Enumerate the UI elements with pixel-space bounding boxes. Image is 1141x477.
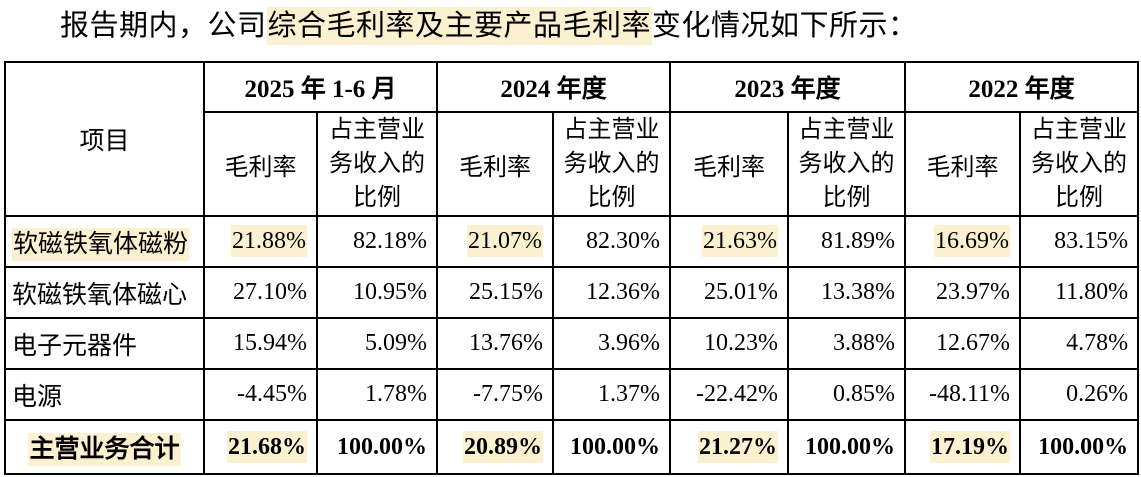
subheader-margin-2025: 毛利率 xyxy=(203,111,318,217)
subheader-margin-2023: 毛利率 xyxy=(669,111,790,217)
margin-value: 27.10% xyxy=(203,266,318,319)
share-value: 11.80% xyxy=(1019,266,1140,319)
highlighted-value: 21.68% xyxy=(227,430,307,463)
share-value: 83.15% xyxy=(1019,215,1140,268)
table-row-ferrite-core: 软磁铁氧体磁心 27.10% 10.95% 25.15% 12.36% 25.0… xyxy=(4,266,1140,319)
share-value: 0.85% xyxy=(787,368,907,421)
highlighted-value: 21.63% xyxy=(702,225,779,257)
subheader-margin-2024: 毛利率 xyxy=(436,111,555,217)
margin-value: 16.69% xyxy=(904,215,1022,268)
share-value: 81.89% xyxy=(787,215,907,268)
row-label: 软磁铁氧体磁心 xyxy=(4,266,205,319)
title-prefix: 报告期内，公司 xyxy=(60,10,267,42)
share-value: 100.00% xyxy=(315,419,439,475)
subheader-share-2023: 占主营业务收入的比例 xyxy=(787,111,907,217)
margin-value: 12.67% xyxy=(904,317,1022,370)
period-header-2025: 2025 年 1-6 月 xyxy=(202,61,439,113)
share-value: 3.96% xyxy=(552,317,672,370)
margin-value: 20.89% xyxy=(436,419,555,475)
gross-margin-table: 项目 2025 年 1-6 月 2024 年度 2023 年度 2022 年度 … xyxy=(4,61,1140,475)
subheader-share-text: 占主营业务收入的比例 xyxy=(329,117,425,211)
margin-value: 21.88% xyxy=(203,215,318,268)
subheader-share-2022: 占主营业务收入的比例 xyxy=(1019,111,1140,217)
margin-value: 21.07% xyxy=(436,215,555,268)
row-label-highlight: 主营业务合计 xyxy=(28,433,181,466)
margin-value: 13.76% xyxy=(436,317,555,370)
table-row-total: 主营业务合计 21.68% 100.00% 20.89% 100.00% 21.… xyxy=(4,419,1140,475)
period-header-2023: 2023 年度 xyxy=(669,61,907,113)
share-value: 82.18% xyxy=(315,215,439,268)
row-label: 主营业务合计 xyxy=(4,419,205,475)
period-header-2024: 2024 年度 xyxy=(436,61,672,113)
margin-value: 10.23% xyxy=(669,317,790,370)
margin-value: 23.97% xyxy=(904,266,1022,319)
subheader-share-text: 占主营业务收入的比例 xyxy=(798,117,895,211)
share-value: 1.78% xyxy=(315,368,439,421)
share-value: 100.00% xyxy=(787,419,907,475)
highlighted-value: 20.89% xyxy=(463,430,544,463)
header-row-periods: 项目 2025 年 1-6 月 2024 年度 2023 年度 2022 年度 xyxy=(4,61,1140,217)
margin-value: 21.68% xyxy=(203,419,318,475)
subheader-share-text: 占主营业务收入的比例 xyxy=(563,117,660,211)
share-value: 82.30% xyxy=(552,215,672,268)
margin-value: -7.75% xyxy=(436,368,555,421)
subheader-margin-2022: 毛利率 xyxy=(904,111,1022,217)
highlighted-value: 21.07% xyxy=(467,225,544,257)
row-label: 软磁铁氧体磁粉 xyxy=(4,215,205,268)
share-value: 10.95% xyxy=(315,266,439,319)
margin-value: -22.42% xyxy=(669,368,790,421)
share-value: 4.78% xyxy=(1019,317,1140,370)
title-suffix: 变化情况如下所示： xyxy=(652,10,918,42)
margin-value: -48.11% xyxy=(904,368,1022,421)
table-row-electronic-components: 电子元器件 15.94% 5.09% 13.76% 3.96% 10.23% 3… xyxy=(4,317,1140,370)
row-label: 电子元器件 xyxy=(4,317,205,370)
row-label-highlight: 软磁铁氧体磁粉 xyxy=(12,227,190,261)
highlighted-value: 21.88% xyxy=(231,225,307,257)
table-row-ferrite-powder: 软磁铁氧体磁粉 21.88% 82.18% 21.07% 82.30% 21.6… xyxy=(4,215,1140,268)
share-value: 0.26% xyxy=(1019,368,1140,421)
share-value: 1.37% xyxy=(552,368,672,421)
row-label: 电源 xyxy=(4,368,205,421)
margin-value: 25.15% xyxy=(436,266,555,319)
highlighted-value: 21.27% xyxy=(698,430,779,463)
item-column-header: 项目 xyxy=(4,61,205,217)
table-row-power-supply: 电源 -4.45% 1.78% -7.75% 1.37% -22.42% 0.8… xyxy=(4,368,1140,421)
margin-value: 21.27% xyxy=(669,419,790,475)
margin-value: 17.19% xyxy=(904,419,1022,475)
share-value: 3.88% xyxy=(787,317,907,370)
margin-value: 15.94% xyxy=(203,317,318,370)
share-value: 13.38% xyxy=(787,266,907,319)
period-header-2022: 2022 年度 xyxy=(904,61,1140,113)
share-value: 5.09% xyxy=(315,317,439,370)
subheader-share-text: 占主营业务收入的比例 xyxy=(1031,117,1128,211)
margin-value: -4.45% xyxy=(203,368,318,421)
subheader-share-2024: 占主营业务收入的比例 xyxy=(552,111,672,217)
margin-value: 25.01% xyxy=(669,266,790,319)
title-highlighted-phrase: 综合毛利率及主要产品毛利率 xyxy=(266,7,653,45)
share-value: 12.36% xyxy=(552,266,672,319)
highlighted-value: 17.19% xyxy=(930,430,1011,463)
section-title: 报告期内，公司综合毛利率及主要产品毛利率变化情况如下所示： xyxy=(60,6,918,46)
share-value: 100.00% xyxy=(1019,419,1140,475)
share-value: 100.00% xyxy=(552,419,672,475)
margin-value: 21.63% xyxy=(669,215,790,268)
subheader-share-2025: 占主营业务收入的比例 xyxy=(315,111,439,217)
highlighted-value: 16.69% xyxy=(934,225,1011,257)
header-row-metrics: 毛利率 占主营业务收入的比例 毛利率 占主营业务收入的比例 毛利率 占主营业务收… xyxy=(5,111,1140,217)
